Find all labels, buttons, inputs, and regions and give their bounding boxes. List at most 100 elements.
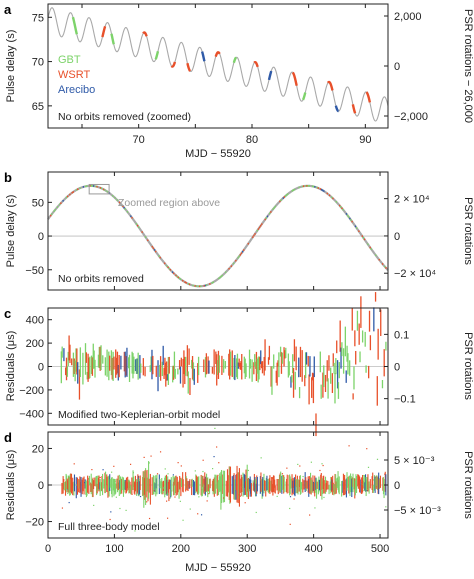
panel-b-letter: b bbox=[4, 170, 12, 185]
residual-point bbox=[235, 474, 237, 500]
panel-a-plot bbox=[48, 7, 388, 122]
residual-point bbox=[85, 352, 88, 363]
residual-point bbox=[114, 479, 116, 495]
residual-outlier bbox=[174, 496, 176, 498]
residual-point bbox=[101, 475, 103, 491]
residual-outlier bbox=[91, 469, 93, 471]
residual-point bbox=[71, 482, 73, 492]
residual-point bbox=[189, 479, 191, 489]
observation-point bbox=[269, 212, 271, 215]
residual-point bbox=[350, 473, 352, 493]
residual-point bbox=[88, 357, 90, 379]
residual-outlier bbox=[216, 446, 218, 448]
residual-point bbox=[238, 358, 240, 367]
residual-point bbox=[342, 348, 345, 374]
residual-point bbox=[289, 476, 291, 495]
residual-point bbox=[216, 360, 219, 376]
residual-point bbox=[339, 320, 341, 352]
residual-point bbox=[257, 357, 259, 383]
panel-b-annotation: No orbits removed bbox=[58, 273, 144, 285]
y2tick-label: 5 × 10⁻³ bbox=[394, 455, 435, 467]
residual-point bbox=[209, 478, 211, 494]
residual-outlier bbox=[180, 465, 182, 467]
observation-point bbox=[114, 197, 116, 199]
residual-point bbox=[66, 478, 68, 490]
panel-b-ticks: −50 0 50 2 × 10⁴ 0 −2 × 10⁴ bbox=[25, 172, 436, 290]
residual-point bbox=[136, 479, 138, 496]
observation-point bbox=[220, 275, 222, 278]
residual-point bbox=[357, 474, 359, 487]
residual-point bbox=[345, 478, 347, 498]
residual-point bbox=[331, 373, 334, 393]
observation-point bbox=[225, 271, 227, 274]
residual-point bbox=[298, 479, 300, 492]
residual-point bbox=[245, 363, 247, 378]
residual-point bbox=[308, 374, 310, 405]
residual-point bbox=[382, 477, 384, 491]
observation-point bbox=[184, 281, 186, 283]
residual-outlier bbox=[164, 468, 166, 470]
residual-point bbox=[305, 352, 308, 365]
y2tick-label: 0.1 bbox=[394, 329, 409, 341]
ytick-label: −400 bbox=[19, 408, 44, 420]
residual-point bbox=[139, 481, 141, 495]
residual-point bbox=[265, 477, 267, 492]
residual-point bbox=[155, 475, 157, 497]
residual-point bbox=[332, 482, 334, 493]
residual-point bbox=[317, 479, 319, 495]
observation-segment bbox=[214, 51, 221, 57]
observation-point bbox=[363, 238, 366, 241]
residual-outlier bbox=[138, 476, 140, 478]
residual-point bbox=[345, 370, 347, 383]
residual-point bbox=[158, 474, 160, 495]
observation-point bbox=[126, 211, 129, 213]
residual-point bbox=[249, 358, 252, 369]
residual-point bbox=[236, 465, 238, 503]
residual-point bbox=[121, 476, 123, 491]
observation-point bbox=[291, 190, 293, 192]
residual-point bbox=[237, 472, 239, 504]
residual-point bbox=[264, 339, 266, 371]
residual-point bbox=[204, 476, 206, 496]
observation-point bbox=[350, 219, 352, 221]
observation-point bbox=[369, 246, 371, 249]
residual-point bbox=[283, 476, 285, 493]
residual-point bbox=[278, 352, 280, 378]
observation-point bbox=[349, 217, 351, 220]
residual-point bbox=[336, 477, 338, 487]
residual-point bbox=[75, 348, 77, 372]
residual-outlier bbox=[289, 507, 291, 510]
residual-point bbox=[197, 356, 200, 376]
observation-segment bbox=[326, 80, 334, 91]
residual-point bbox=[234, 479, 236, 500]
residual-point bbox=[341, 342, 343, 357]
panel-d-ylabel: Residuals (μs) bbox=[5, 450, 17, 521]
residual-point bbox=[298, 357, 300, 378]
residual-point bbox=[187, 371, 189, 394]
residual-point bbox=[313, 482, 315, 494]
residual-point bbox=[372, 472, 374, 493]
observation-point bbox=[328, 194, 331, 197]
observation-point bbox=[144, 236, 147, 238]
residual-point bbox=[84, 343, 87, 375]
observation-segment bbox=[142, 31, 148, 37]
residual-point bbox=[233, 473, 235, 500]
residual-point bbox=[148, 461, 150, 499]
residual-point bbox=[151, 349, 153, 380]
residual-point bbox=[239, 478, 241, 493]
observation-point bbox=[285, 194, 288, 196]
residual-point bbox=[82, 352, 84, 385]
xtick-label: 400 bbox=[304, 543, 322, 555]
residual-point bbox=[191, 479, 193, 496]
observation-point bbox=[313, 185, 315, 188]
observation-point bbox=[92, 185, 95, 187]
residual-point bbox=[365, 365, 367, 373]
observation-segment bbox=[301, 92, 307, 101]
residual-point bbox=[328, 355, 330, 371]
residual-point bbox=[292, 354, 294, 374]
residual-outlier bbox=[198, 496, 200, 498]
xtick-label: 80 bbox=[246, 134, 258, 146]
residual-point bbox=[377, 328, 379, 360]
residual-point bbox=[115, 357, 118, 375]
observation-point bbox=[65, 196, 68, 199]
